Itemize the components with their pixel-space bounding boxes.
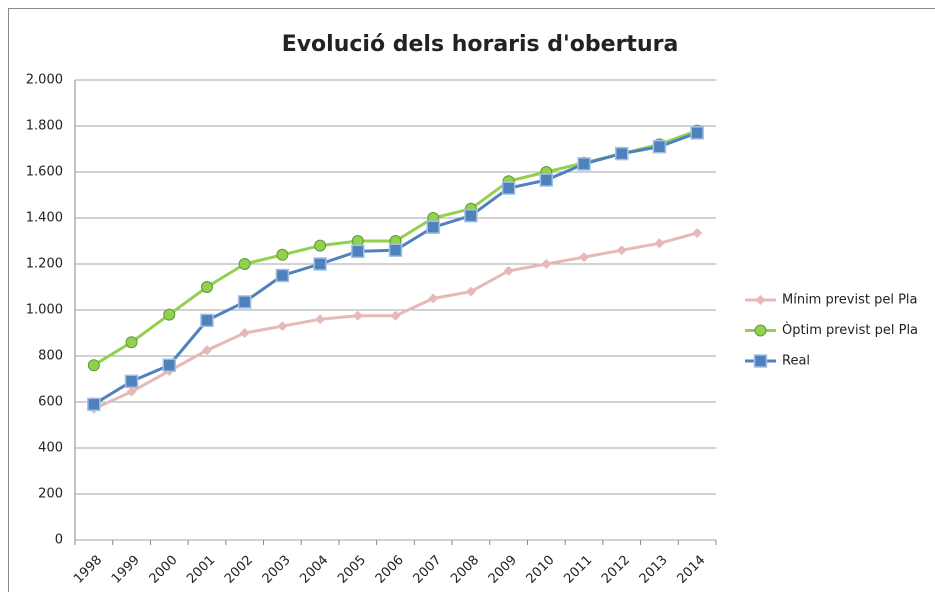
data-point [200,281,213,293]
data-point [126,386,137,397]
legend-label: Òptim previst pel Pla [782,322,918,338]
data-point [465,286,476,297]
data-point [692,227,703,238]
x-tick-label: 2003 [260,553,294,587]
data-point [652,139,667,154]
data-point [426,220,440,234]
y-tick-label: 1.800 [26,119,63,134]
x-tick-label: 1998 [71,553,105,587]
y-tick-label: 600 [38,395,63,410]
legend-marker [753,354,768,368]
y-tick-label: 1.600 [26,165,63,180]
data-point [238,258,251,270]
data-point [200,313,214,328]
data-point [201,345,212,356]
x-tick-label: 2009 [486,553,520,587]
x-tick-label: 2001 [184,553,218,587]
data-point [315,314,326,325]
data-point [616,245,627,256]
data-point [276,248,289,261]
y-tick-label: 0 [55,533,63,548]
data-point [277,321,288,332]
x-tick-label: 2008 [448,553,482,587]
x-tick-label: 2013 [637,553,671,587]
x-tick-label: 2000 [147,553,181,587]
data-point [275,268,290,283]
x-tick-label: 2006 [373,553,407,587]
data-point [162,358,177,372]
legend-label: Mínim previst pel Pla [782,293,918,308]
data-point [501,181,516,195]
x-tick-label: 2007 [411,553,445,587]
data-point [654,238,665,249]
data-point [539,173,554,187]
data-point [163,308,176,321]
chart-title: Evolució dels horaris d'obertura [282,32,679,57]
data-point [579,252,590,263]
x-tick-label: 2002 [222,553,256,587]
legend-label: Real [782,354,810,369]
data-point [577,157,591,171]
data-point [352,310,363,321]
data-point [541,259,552,269]
data-point [390,310,401,321]
x-tick-label: 2012 [599,553,633,587]
data-point [690,126,704,140]
y-tick-label: 800 [38,349,63,364]
series-line [93,231,698,411]
x-tick-label: 2010 [524,553,558,587]
data-point [428,293,439,304]
chart-border [8,8,935,592]
legend-marker [755,295,766,305]
y-tick-label: 200 [38,487,63,502]
data-point [125,336,138,349]
x-tick-label: 2011 [561,553,595,587]
data-point [503,265,514,276]
x-tick-label: 2004 [297,553,331,587]
data-point [351,244,365,259]
x-tick-label: 2014 [674,553,708,587]
data-point [314,239,327,252]
data-point [124,374,139,389]
data-point [464,208,478,223]
y-tick-label: 1.000 [26,303,63,318]
data-point [388,243,403,257]
data-point [313,257,327,271]
x-tick-label: 1999 [109,553,143,587]
legend-marker [754,324,767,337]
data-point [239,328,250,338]
y-tick-label: 1.200 [26,257,63,272]
y-tick-label: 400 [38,441,63,456]
data-point [614,146,629,161]
data-point [87,397,101,412]
y-tick-label: 2.000 [26,73,63,88]
x-tick-label: 2005 [335,553,369,587]
data-point [237,295,252,309]
data-point [87,359,100,372]
y-tick-label: 1.400 [26,211,63,226]
